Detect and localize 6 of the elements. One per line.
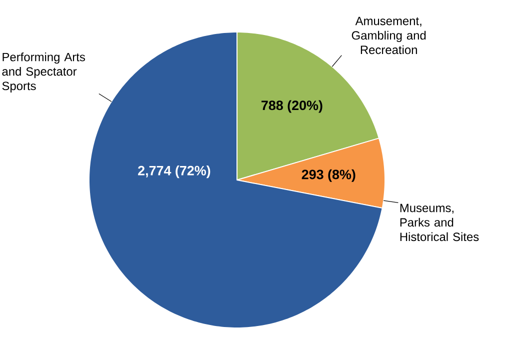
data-label: 293 (8%) xyxy=(302,169,356,182)
slice-label: Performing Arts and Spectator Sports xyxy=(2,52,86,93)
slice-label: Museums, Parks and Historical Sites xyxy=(400,204,479,242)
data-label: 788 (20%) xyxy=(262,100,322,113)
slice-label: Amusement, Gambling and Recreation xyxy=(352,16,426,54)
data-label: 2,774 (72%) xyxy=(138,166,210,178)
